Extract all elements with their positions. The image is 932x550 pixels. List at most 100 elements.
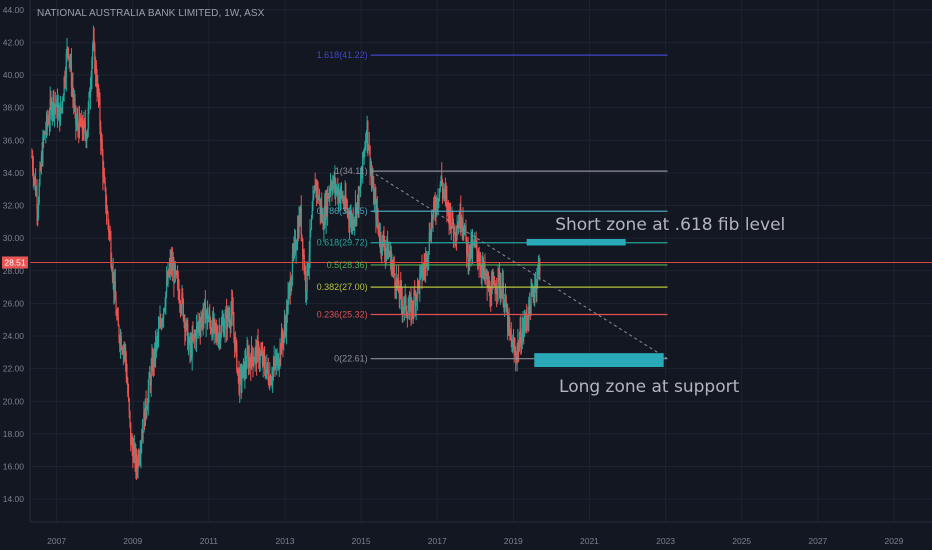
candle-body [436, 198, 438, 213]
candle-body [81, 117, 84, 132]
x-tick-label: 2029 [884, 536, 903, 546]
candle-body [313, 193, 315, 199]
y-tick-label: 34.00 [3, 168, 25, 178]
candle-body [238, 370, 240, 393]
candle-body [429, 232, 431, 240]
candle-body [295, 248, 297, 252]
long-zone-rect[interactable] [534, 353, 664, 368]
candle-body [86, 137, 88, 141]
candle-body [332, 183, 334, 192]
candle-body [155, 339, 157, 354]
short-zone-rect[interactable] [526, 238, 626, 246]
candle-body [270, 380, 272, 385]
candle-body [321, 206, 323, 219]
candle-body [125, 360, 127, 377]
candle-body [54, 104, 56, 106]
candle-body [460, 225, 463, 227]
candle-body [154, 342, 157, 354]
candle-body [159, 319, 161, 327]
annotation-text: Short zone at .618 fib level [555, 215, 786, 236]
candle-body [247, 354, 250, 368]
candle-body [405, 295, 407, 312]
candle-body [397, 277, 399, 285]
candle-body [290, 287, 292, 294]
candle-body [297, 228, 299, 237]
trendline[interactable] [370, 170, 668, 360]
candle-body [198, 323, 200, 327]
candle-body [465, 225, 467, 238]
candle-body [153, 353, 155, 363]
candle-body [408, 308, 410, 312]
candle-body [425, 253, 427, 261]
candle-body [98, 97, 100, 101]
candle-body [381, 235, 384, 252]
candle-body [488, 285, 490, 291]
candle-body [504, 296, 507, 299]
candle-body [78, 115, 81, 137]
candle-body [385, 248, 387, 251]
candle-body [302, 238, 304, 257]
candle-body [520, 328, 522, 348]
candle-body [514, 351, 516, 353]
candle-body [337, 187, 339, 200]
candle-body [510, 336, 512, 340]
candle-body [64, 77, 67, 83]
candle-body [258, 360, 261, 362]
candle-body [335, 179, 337, 192]
trendline-dashed[interactable] [370, 170, 668, 360]
x-tick-label: 2015 [352, 536, 371, 546]
candle-body [277, 355, 279, 369]
x-tick-label: 2025 [732, 536, 751, 546]
candle-body [409, 300, 411, 301]
candle-body [138, 455, 140, 462]
candle-body [474, 240, 477, 242]
candle-body [411, 301, 413, 319]
candle-body [362, 152, 365, 156]
fib-retracement[interactable]: 1.618(41.22) 1(34.11) 0.786(31.65) 0.618(29… [317, 50, 668, 364]
candle-body [141, 431, 144, 440]
candle-body [36, 192, 38, 211]
candle-body [275, 362, 277, 365]
candle-body [373, 182, 375, 204]
candle-body [278, 361, 280, 366]
candle-body [471, 242, 474, 254]
candle-body [101, 139, 103, 155]
candle-body [521, 331, 523, 345]
candle-body [164, 306, 166, 309]
candle-body [344, 194, 346, 206]
candle-body [78, 126, 80, 137]
candle-body [105, 208, 108, 213]
candle-body [73, 95, 75, 104]
candle-body [378, 234, 381, 242]
candle-body [325, 195, 327, 221]
candle-body [137, 455, 139, 470]
candle-body [395, 286, 397, 291]
candle-body [119, 338, 121, 346]
candle-body [389, 250, 392, 257]
candle-body [357, 195, 359, 209]
candle-body [493, 279, 495, 283]
candle-body [206, 309, 209, 322]
candle-body [281, 333, 283, 341]
candle-body [227, 311, 229, 319]
zones[interactable] [526, 238, 664, 368]
candle-body [123, 348, 125, 350]
candle-body [329, 183, 332, 191]
candle-body [163, 309, 165, 318]
candle-body [114, 282, 116, 293]
candle-body [234, 340, 236, 350]
candle-body [248, 357, 250, 368]
candle-body [352, 216, 354, 227]
candle-body [458, 222, 460, 228]
candle-body [103, 174, 105, 177]
candle-body [528, 298, 530, 323]
candle-body [527, 320, 529, 323]
candle-body [531, 289, 534, 293]
candle-body [154, 342, 156, 363]
candle-body [296, 228, 299, 245]
candle-body [316, 181, 318, 193]
candle-body [377, 219, 379, 225]
candle-body [128, 398, 130, 412]
